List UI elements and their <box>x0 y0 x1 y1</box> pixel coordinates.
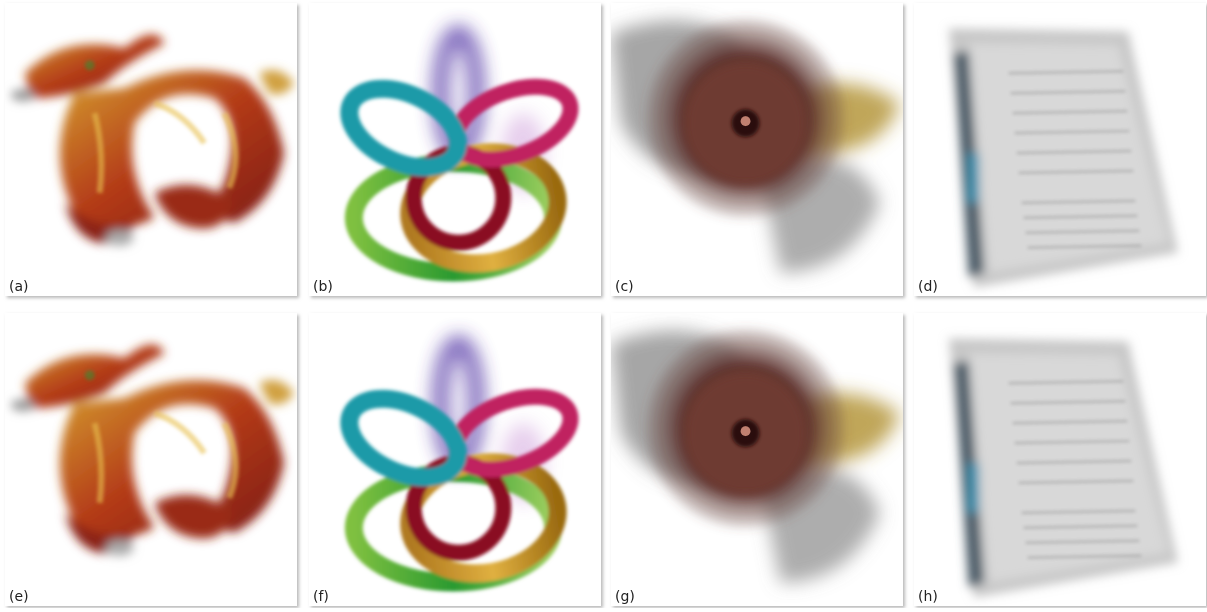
figure: (a) (b) (c) (d) (e) (f) (g) (h) <box>0 0 1207 608</box>
panel-label: (g) <box>615 589 635 605</box>
panel: (f) <box>309 313 601 606</box>
panel: (d) <box>914 3 1206 296</box>
panel-label: (f) <box>313 589 329 605</box>
panel-label: (a) <box>9 279 29 295</box>
panel-label: (c) <box>615 279 634 295</box>
panel: (a) <box>5 3 297 296</box>
panel-label: (h) <box>918 589 938 605</box>
panel: (c) <box>611 3 903 296</box>
panel-grid: (a) (b) (c) (d) (e) (f) (g) (h) <box>5 3 1206 606</box>
panel: (g) <box>611 313 903 606</box>
panel-label: (e) <box>9 589 29 605</box>
panel-label: (d) <box>918 279 938 295</box>
panel: (h) <box>914 313 1206 606</box>
panel: (e) <box>5 313 297 606</box>
panel: (b) <box>309 3 601 296</box>
panel-label: (b) <box>313 279 333 295</box>
